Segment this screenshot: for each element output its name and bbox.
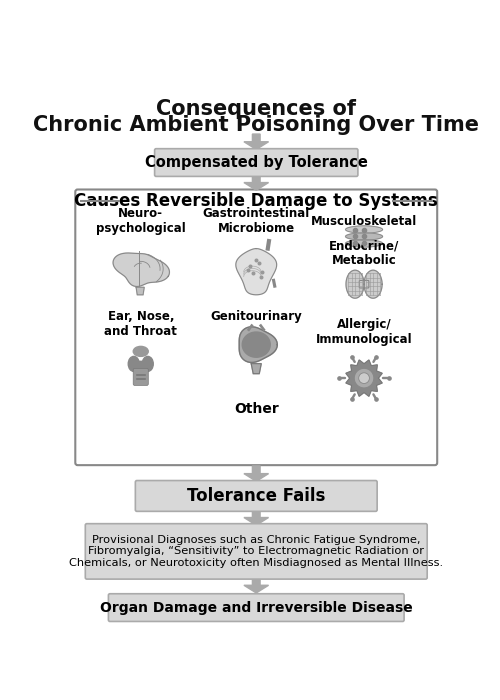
Text: Other: Other xyxy=(234,402,278,416)
Text: Ear, Nose,
and Throat: Ear, Nose, and Throat xyxy=(104,310,177,338)
Polygon shape xyxy=(364,270,382,298)
Polygon shape xyxy=(113,253,170,286)
Polygon shape xyxy=(346,270,364,298)
Text: Provisional Diagnoses such as Chronic Fatigue Syndrome,
Fibromyalgia, “Sensitivi: Provisional Diagnoses such as Chronic Fa… xyxy=(69,535,444,568)
Text: Gastrointestinal
Microbiome: Gastrointestinal Microbiome xyxy=(202,207,310,235)
Polygon shape xyxy=(244,510,268,525)
FancyBboxPatch shape xyxy=(86,524,427,579)
Ellipse shape xyxy=(128,356,139,372)
Text: Musculoskeletal: Musculoskeletal xyxy=(311,215,417,228)
FancyBboxPatch shape xyxy=(136,480,377,511)
FancyBboxPatch shape xyxy=(76,190,437,466)
Text: Consequences of: Consequences of xyxy=(156,99,356,118)
Text: Organ Damage and Irreversible Disease: Organ Damage and Irreversible Disease xyxy=(100,601,412,615)
Text: Endocrine/
Metabolic: Endocrine/ Metabolic xyxy=(329,239,399,267)
Text: Neuro-
psychological: Neuro- psychological xyxy=(96,207,186,235)
Polygon shape xyxy=(244,134,268,150)
Polygon shape xyxy=(346,226,383,233)
FancyBboxPatch shape xyxy=(133,368,148,386)
Polygon shape xyxy=(346,360,382,396)
Circle shape xyxy=(354,368,374,388)
Polygon shape xyxy=(346,239,383,247)
Text: Genitourinary: Genitourinary xyxy=(210,310,302,323)
FancyBboxPatch shape xyxy=(360,281,369,288)
Text: Chronic Ambient Poisoning Over Time: Chronic Ambient Poisoning Over Time xyxy=(33,115,479,135)
Polygon shape xyxy=(239,327,278,363)
Text: Tolerance Fails: Tolerance Fails xyxy=(187,487,326,505)
Text: Causes Reversible Damage to Systems: Causes Reversible Damage to Systems xyxy=(74,192,438,210)
Polygon shape xyxy=(346,233,383,240)
FancyBboxPatch shape xyxy=(154,148,358,176)
FancyBboxPatch shape xyxy=(133,360,148,372)
Polygon shape xyxy=(244,175,268,190)
FancyBboxPatch shape xyxy=(108,594,404,622)
Polygon shape xyxy=(136,287,144,295)
Text: Allergic/
Immunological: Allergic/ Immunological xyxy=(316,318,412,346)
Polygon shape xyxy=(244,466,268,482)
Circle shape xyxy=(358,373,370,384)
Polygon shape xyxy=(251,364,262,374)
Ellipse shape xyxy=(142,356,154,372)
Polygon shape xyxy=(242,332,270,357)
Polygon shape xyxy=(244,578,268,593)
Text: Compensated by Tolerance: Compensated by Tolerance xyxy=(145,155,368,170)
Polygon shape xyxy=(236,248,277,295)
Ellipse shape xyxy=(133,346,148,356)
